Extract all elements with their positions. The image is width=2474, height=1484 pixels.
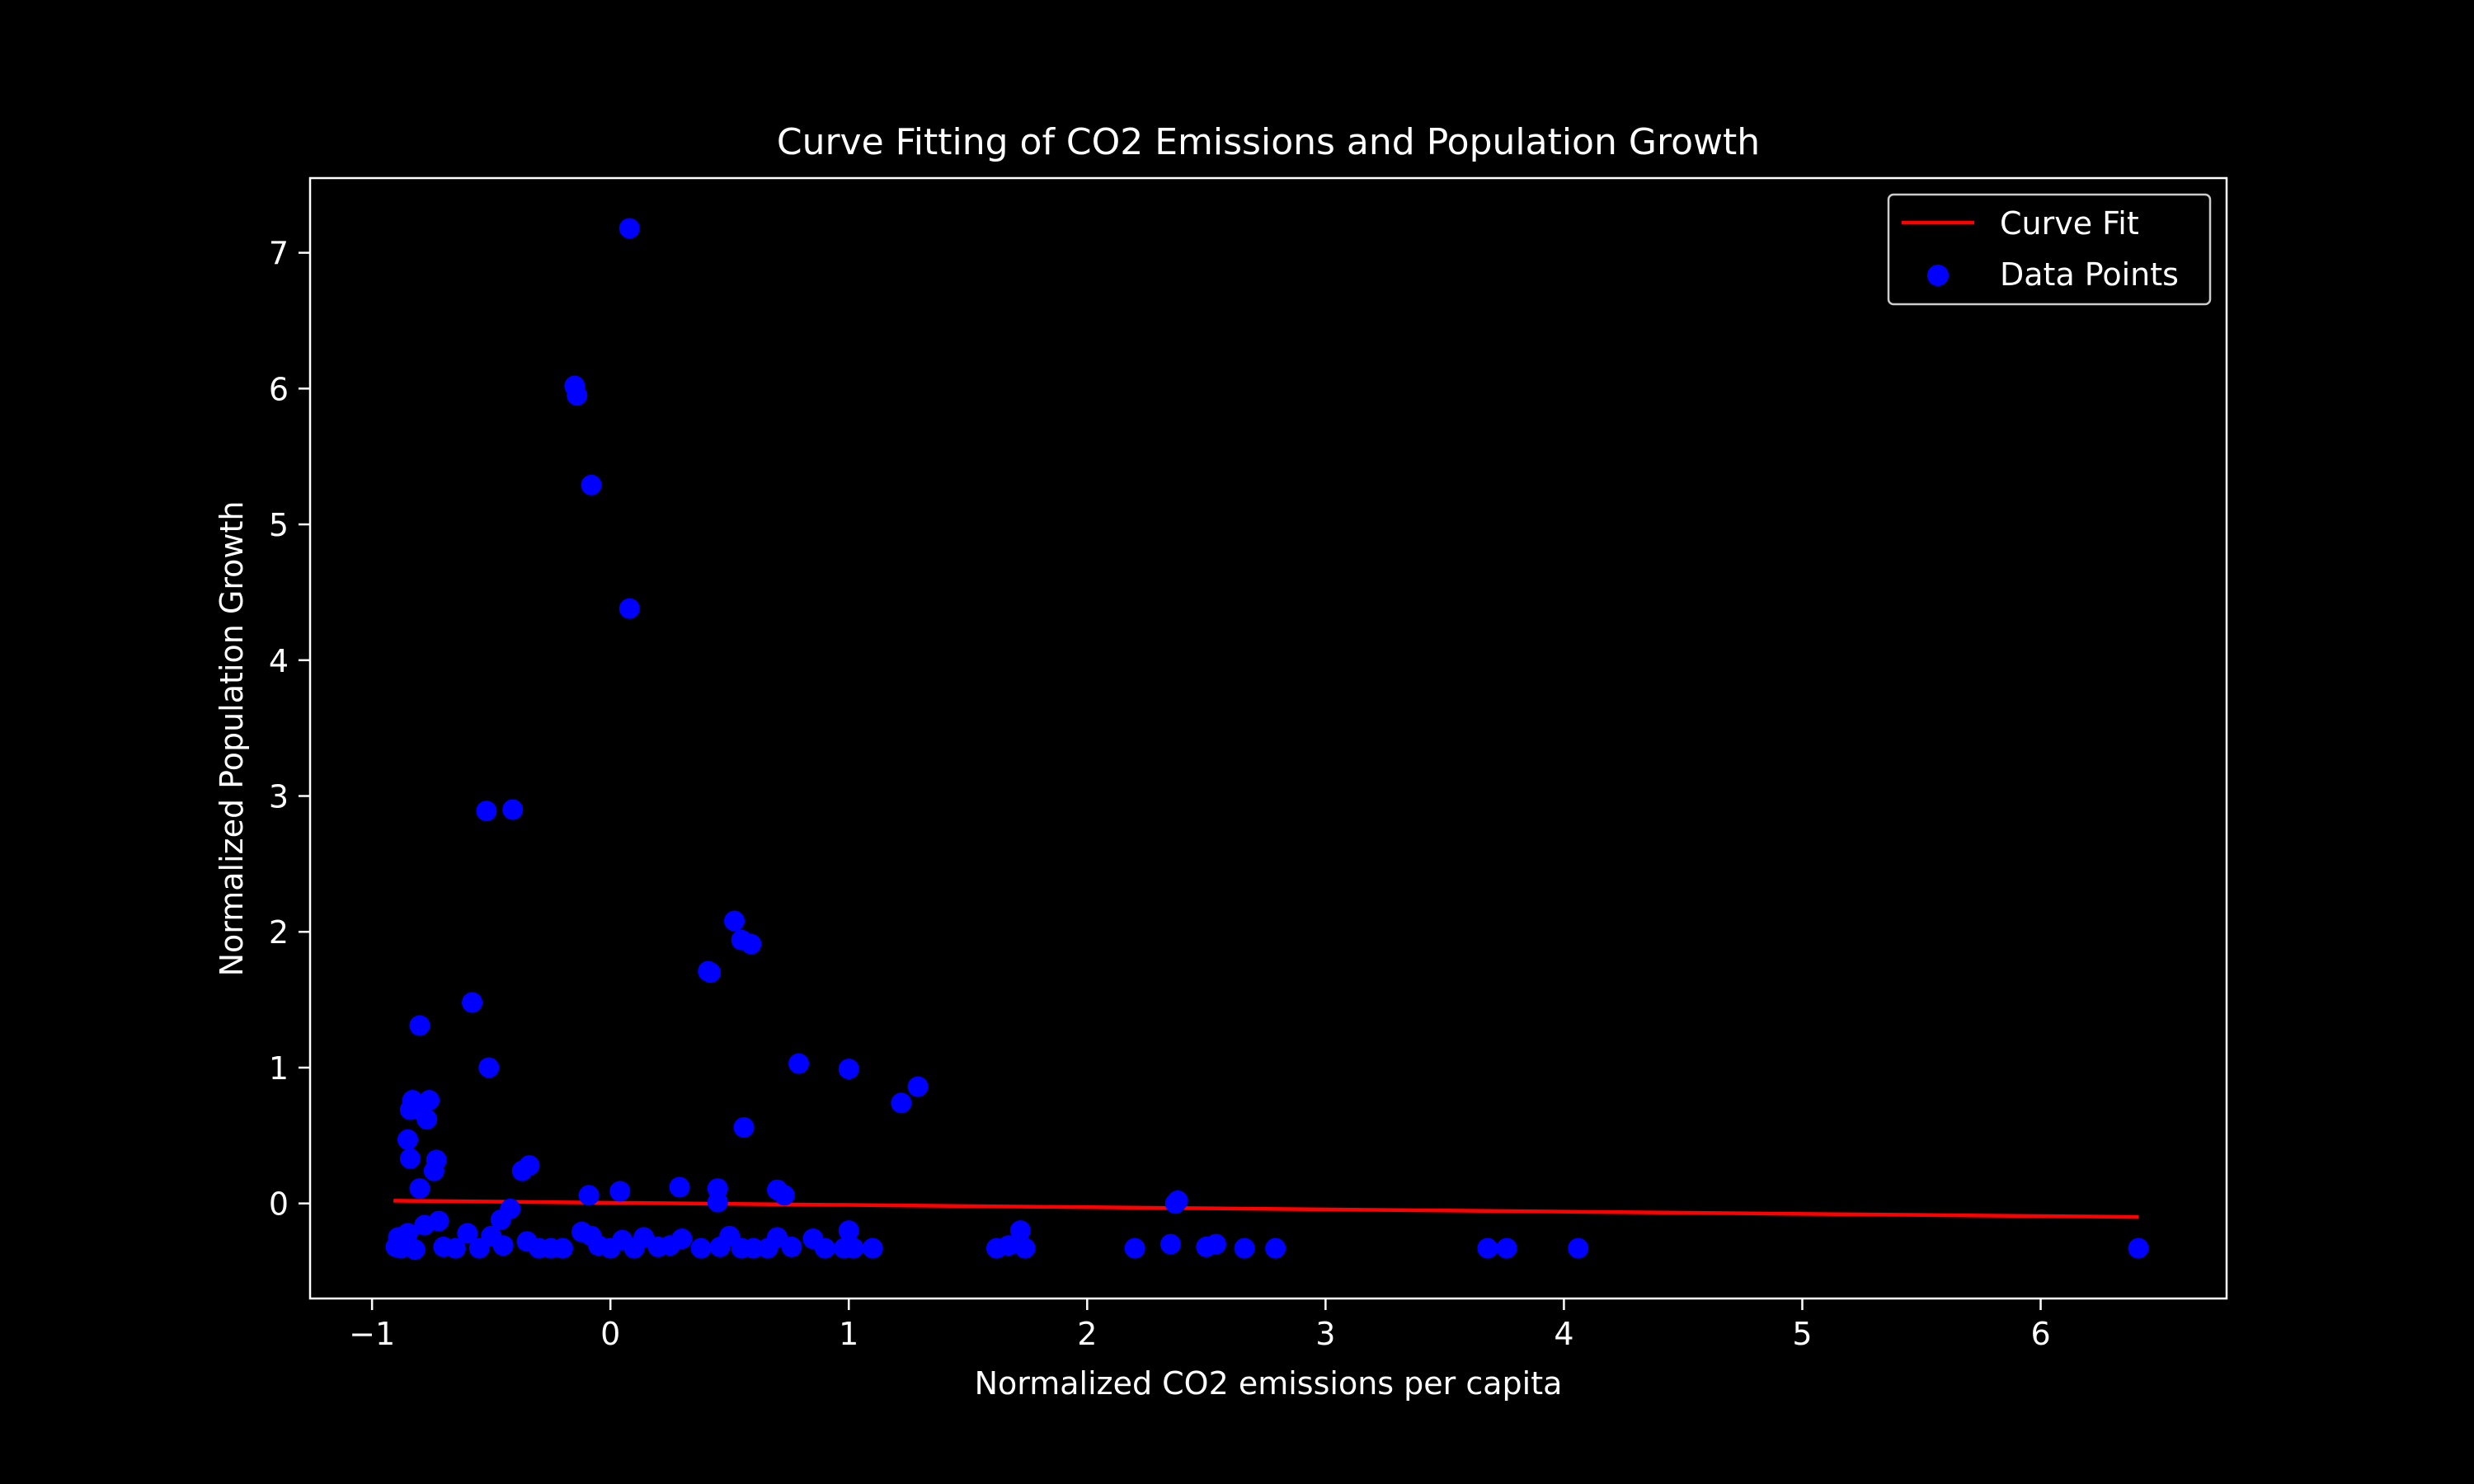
data-point (578, 1185, 600, 1206)
data-point (1568, 1237, 1589, 1259)
y-axis-label: Normalized Population Growth (214, 501, 250, 977)
data-point (416, 1109, 438, 1130)
data-point (659, 1235, 680, 1256)
data-point (843, 1237, 864, 1259)
data-point (476, 801, 497, 822)
data-point (618, 598, 640, 619)
legend: Curve Fit Data Points (1887, 193, 2212, 306)
data-point (757, 1237, 778, 1259)
data-point (519, 1155, 540, 1176)
data-point (891, 1092, 912, 1114)
data-point (399, 1099, 421, 1120)
data-point (1014, 1237, 1036, 1259)
legend-data-points-swatch (1927, 265, 1949, 286)
data-point (731, 1237, 752, 1259)
curve-fit-line (393, 1199, 2139, 1219)
data-point (404, 1239, 426, 1261)
data-point (1009, 1220, 1031, 1242)
data-point (1164, 1193, 1186, 1214)
data-point (1159, 1233, 1181, 1255)
y-axis: 0 1 2 3 4 5 6 7 (269, 236, 310, 1223)
data-point (907, 1076, 929, 1097)
data-point (724, 910, 745, 932)
data-point (1234, 1237, 1255, 1259)
data-point (1477, 1237, 1498, 1259)
legend-curve-fit-label: Curve Fit (2000, 205, 2139, 242)
data-point (707, 1191, 728, 1213)
x-tick-label: 2 (1077, 1316, 1097, 1352)
y-tick-label: 6 (269, 371, 289, 407)
y-tick-label: 2 (269, 914, 289, 951)
x-axis: −1 0 1 2 3 4 5 6 (349, 1298, 2051, 1352)
data-point (669, 1176, 690, 1198)
data-point (998, 1235, 1019, 1256)
x-tick-label: 0 (600, 1316, 620, 1352)
data-point (385, 1236, 407, 1257)
x-tick-label: −1 (349, 1316, 395, 1352)
data-point (492, 1235, 514, 1256)
data-point (502, 799, 524, 820)
data-point (623, 1237, 645, 1259)
data-point (423, 1160, 444, 1181)
data-point (733, 1116, 755, 1138)
data-point (490, 1209, 511, 1230)
data-point (468, 1237, 490, 1259)
data-point (600, 1237, 621, 1259)
axes-frame (308, 176, 2228, 1300)
data-point (444, 1237, 466, 1259)
data-point (478, 1057, 500, 1078)
y-tick-label: 5 (269, 507, 289, 543)
x-tick-label: 1 (839, 1316, 858, 1352)
x-tick-label: 5 (1792, 1316, 1812, 1352)
legend-data-points-label: Data Points (2000, 256, 2179, 293)
data-point (540, 1237, 562, 1259)
y-tick-label: 0 (269, 1186, 289, 1223)
chart-title: Curve Fitting of CO2 Emissions and Popul… (777, 121, 1760, 163)
data-point (462, 992, 483, 1013)
data-point (774, 1185, 795, 1206)
y-tick-label: 7 (269, 236, 289, 272)
data-point (567, 385, 588, 406)
data-point (618, 218, 640, 239)
data-point (399, 1148, 421, 1169)
data-point (781, 1236, 802, 1257)
data-point (2128, 1237, 2149, 1259)
plot-area (385, 218, 2149, 1261)
y-tick-label: 4 (269, 643, 289, 679)
data-point (862, 1237, 883, 1259)
data-point (428, 1210, 449, 1232)
data-point (690, 1237, 712, 1259)
data-point (700, 962, 722, 984)
data-point (609, 1181, 631, 1202)
data-point (788, 1053, 810, 1074)
data-point (457, 1223, 478, 1244)
data-point (1205, 1233, 1226, 1255)
data-point (1124, 1237, 1145, 1259)
data-point (581, 474, 602, 495)
data-point (838, 1220, 859, 1242)
x-tick-label: 3 (1315, 1316, 1335, 1352)
data-point (1265, 1237, 1286, 1259)
data-point (709, 1236, 731, 1257)
x-tick-label: 4 (1554, 1316, 1573, 1352)
x-axis-label: Normalized CO2 emissions per capita (975, 1365, 1563, 1402)
data-point (397, 1129, 419, 1150)
data-point (1496, 1237, 1517, 1259)
data-point (741, 933, 762, 955)
data-point (409, 1015, 430, 1036)
data-point (409, 1178, 430, 1200)
x-tick-label: 6 (2030, 1316, 2050, 1352)
y-tick-label: 3 (269, 779, 289, 815)
data-point (814, 1237, 835, 1259)
data-point (838, 1059, 859, 1080)
y-tick-label: 1 (269, 1050, 289, 1087)
